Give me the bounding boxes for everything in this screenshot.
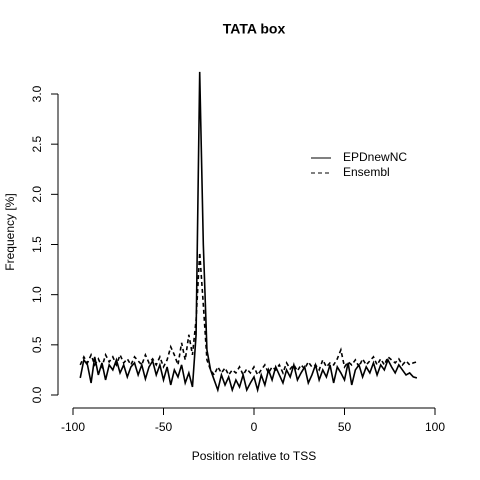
legend-label: EPDnewNC bbox=[343, 150, 407, 164]
x-tick-label: 50 bbox=[338, 420, 352, 434]
data-line bbox=[79, 71, 418, 394]
x-tick-label: -100 bbox=[61, 420, 85, 434]
y-tick-label: 2.5 bbox=[30, 136, 44, 153]
y-tick-label: 1.0 bbox=[30, 286, 44, 303]
y-tick-label: 0.0 bbox=[30, 386, 44, 403]
x-tick-label: 0 bbox=[251, 420, 258, 434]
x-axis-label: Position relative to TSS bbox=[192, 449, 317, 463]
data-line bbox=[79, 252, 418, 377]
y-tick-label: 2.0 bbox=[30, 186, 44, 203]
chart-title: TATA box bbox=[223, 21, 286, 37]
legend-label: Ensembl bbox=[343, 165, 390, 179]
y-axis-label: Frequency [%] bbox=[3, 193, 17, 270]
x-tick-label: -50 bbox=[155, 420, 173, 434]
y-tick-label: 0.5 bbox=[30, 336, 44, 353]
x-tick-label: 100 bbox=[425, 420, 445, 434]
y-tick-label: 3.0 bbox=[30, 85, 44, 102]
y-tick-label: 1.5 bbox=[30, 236, 44, 253]
